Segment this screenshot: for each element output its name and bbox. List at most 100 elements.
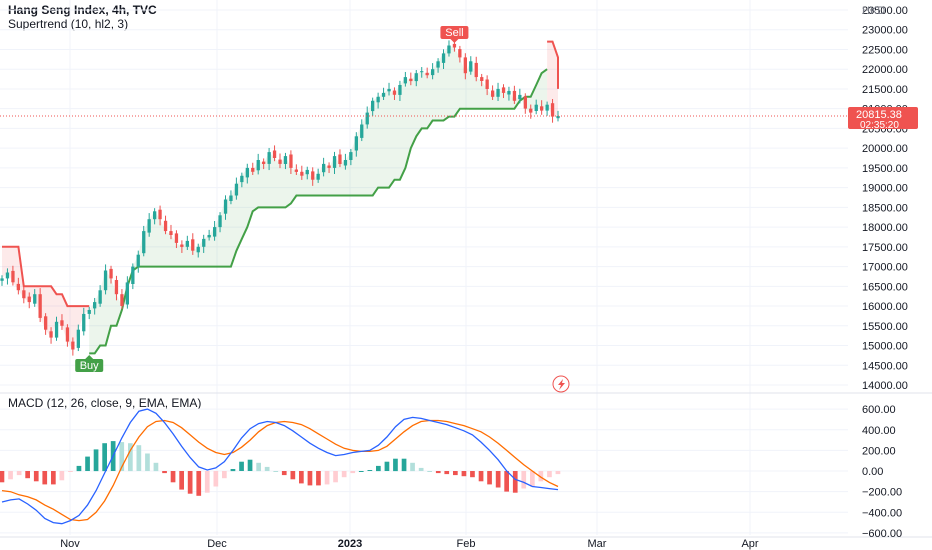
candle-body	[496, 88, 500, 97]
buy-signal-text: Buy	[80, 360, 99, 372]
candle-body	[191, 239, 195, 251]
candle-body	[534, 104, 538, 111]
price-axis-tick: 17000.00	[862, 262, 908, 274]
macd-histogram-bar	[76, 465, 82, 472]
candle-body	[387, 88, 391, 92]
macd-histogram-bar	[341, 471, 347, 478]
candle-body	[441, 53, 446, 63]
price-axis-tick: 22500.00	[862, 44, 908, 56]
macd-histogram-bar	[478, 471, 484, 482]
candle-body	[65, 327, 70, 342]
candle-body	[44, 316, 48, 330]
candle-body	[343, 160, 348, 166]
macd-histogram-bar	[196, 471, 202, 496]
buy-signal-label[interactable]	[75, 359, 104, 372]
price-axis-tick: 17500.00	[862, 242, 908, 254]
candle-body	[354, 136, 358, 151]
supertrend-line-down	[547, 40, 559, 89]
candle-body	[142, 231, 146, 254]
sell-signal-label[interactable]	[440, 26, 469, 39]
candle-body	[93, 302, 97, 309]
macd-histogram-bar	[470, 471, 475, 478]
candle-body	[180, 244, 184, 247]
candle-body	[202, 238, 206, 247]
macd-histogram-bar	[410, 462, 415, 472]
macd-histogram-bar	[299, 471, 304, 484]
candle-body	[114, 280, 119, 295]
macd-histogram-bar	[273, 471, 279, 472]
candle-body	[458, 49, 462, 58]
macd-histogram-bar	[427, 471, 432, 472]
price-axis-tick: 20000.00	[862, 143, 908, 155]
macd-histogram-bar	[418, 467, 424, 471]
macd-histogram-bar	[179, 471, 184, 490]
macd-histogram-bar	[136, 445, 142, 471]
candle-body	[174, 233, 179, 243]
time-axis-tick: Feb	[457, 538, 476, 550]
candle-body	[501, 87, 506, 93]
candle-body	[431, 69, 435, 76]
candle-body	[360, 124, 364, 138]
macd-histogram-bar	[153, 462, 159, 472]
macd-histogram-bar	[128, 443, 133, 472]
last-price-value: 20815.38	[856, 109, 902, 121]
candle-body	[322, 163, 326, 173]
macd-histogram-bar	[461, 471, 467, 477]
candle-body	[163, 220, 168, 232]
price-axis-tick: 16500.00	[862, 281, 908, 293]
candle-body	[272, 150, 277, 158]
signal-line	[1, 419, 559, 522]
supertrend-fill-up	[89, 45, 548, 354]
macd-histogram-bar	[247, 459, 253, 471]
buy-signal-pointer	[85, 355, 94, 359]
candle-body	[491, 90, 495, 97]
macd-legend[interactable]: MACD (12, 26, close, 9, EMA, EMA)	[8, 396, 202, 410]
candle-body	[305, 169, 309, 175]
macd-histogram-bar	[384, 461, 390, 471]
macd-histogram-bar	[555, 471, 561, 475]
supertrend-legend[interactable]: Supertrend (10, hl2, 3)	[8, 17, 129, 31]
macd-histogram-bar	[59, 471, 65, 481]
candle-body	[147, 219, 151, 233]
candle-body	[338, 154, 342, 164]
candle-body	[169, 231, 173, 235]
macd-histogram-bar	[256, 462, 261, 472]
candle-body	[207, 235, 211, 238]
candle-body	[311, 171, 315, 180]
macd-axis-tick: −400.00	[862, 507, 902, 519]
candle-body	[556, 116, 560, 119]
price-axis-tick: 16000.00	[862, 301, 908, 313]
macd-histogram-bar	[281, 471, 287, 476]
macd-histogram-bar	[162, 471, 167, 474]
candle-body	[22, 290, 26, 299]
macd-histogram-bar	[333, 471, 338, 483]
candle-body	[398, 85, 402, 95]
price-axis-tick: 15500.00	[862, 321, 908, 333]
candle-body	[545, 104, 549, 111]
macd-histogram-bar	[119, 442, 125, 471]
candle-body	[425, 72, 429, 76]
candle-body	[469, 61, 473, 72]
price-axis-tick: 14000.00	[862, 380, 908, 392]
price-axis-tick: 15000.00	[862, 341, 908, 353]
candle-body	[403, 77, 407, 84]
candle-body	[218, 215, 222, 228]
candle-body	[229, 195, 233, 201]
candle-body	[131, 266, 135, 284]
candle-body	[109, 268, 113, 279]
candle-body	[540, 106, 544, 111]
candle-body	[447, 45, 451, 54]
last-price-badge[interactable]	[848, 106, 918, 129]
time-axis-tick: Mar	[588, 538, 607, 550]
macd-histogram-bar	[230, 469, 236, 472]
candle-body	[349, 152, 353, 160]
price-axis-tick: 21500.00	[862, 84, 908, 96]
candle-body	[245, 167, 249, 178]
candle-body	[529, 108, 533, 113]
macd-histogram-bar	[324, 471, 330, 485]
price-axis-tick: 23000.00	[862, 25, 908, 37]
candle-body	[16, 283, 20, 291]
candle-body	[300, 171, 304, 176]
macd-histogram-bar	[16, 471, 22, 476]
